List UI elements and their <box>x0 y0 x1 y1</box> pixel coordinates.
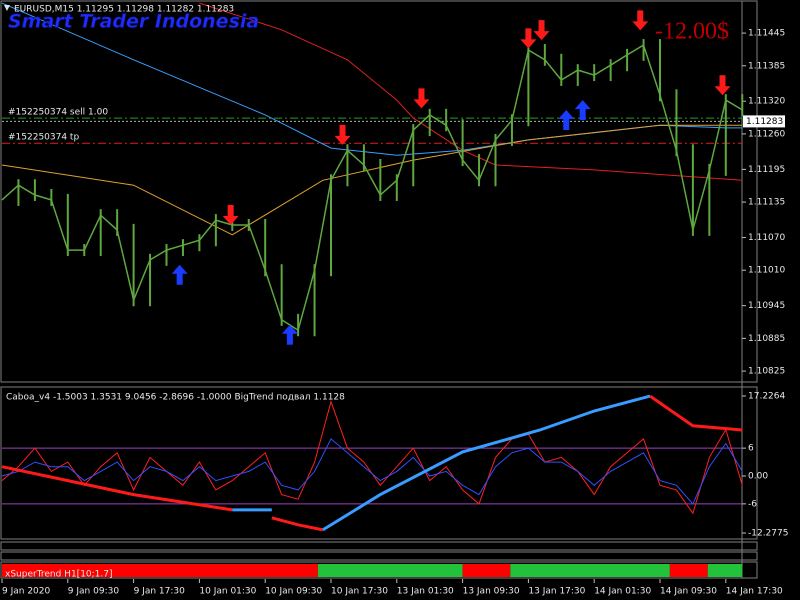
y-tick-label: -12.2775 <box>748 529 788 539</box>
symbol-icon <box>4 5 10 11</box>
signal-arrow <box>334 124 351 145</box>
oscillator-line <box>1 438 743 505</box>
x-tick-label: 10 Jan 09:30 <box>265 587 322 597</box>
x-tick-label: 14 Jan 09:30 <box>660 587 717 597</box>
y-tick-label: 1.10825 <box>748 367 785 377</box>
signal-arrow <box>533 20 550 41</box>
y-tick-label: 6 <box>748 444 754 454</box>
oscillator-line <box>1 465 233 512</box>
trend-segment <box>510 564 670 577</box>
oscillator-title: Caboa_v4 -1.5003 1.3531 9.0456 -2.8696 -… <box>6 393 345 403</box>
signal-arrow <box>281 324 298 345</box>
y-tick-label: 1.11445 <box>748 29 785 39</box>
y-tick-label: 1.11260 <box>748 129 785 139</box>
trend-segment <box>707 564 743 577</box>
y-tick-label: -6 <box>748 499 757 509</box>
moving-average <box>199 2 743 181</box>
y-tick-label: 1.11385 <box>748 61 785 71</box>
y-tick-label: 1.11135 <box>748 198 785 208</box>
order-label: #152250374 tp <box>8 133 79 143</box>
signal-arrow <box>520 28 537 49</box>
x-tick-label: 9 Jan 2020 <box>2 587 50 597</box>
x-tick-label: 14 Jan 17:30 <box>726 587 783 597</box>
signal-arrow <box>714 75 731 96</box>
signal-arrow <box>413 88 430 109</box>
current-price-label: 1.11283 <box>746 117 783 127</box>
trend-segment <box>2 564 318 577</box>
signal-arrow <box>558 109 575 130</box>
signal-arrow <box>574 100 591 121</box>
trend-segment <box>462 564 511 577</box>
strip-pane-frame <box>0 561 758 579</box>
strip-title: xSuperTrend H1[10;1.7] <box>5 570 113 580</box>
x-tick-label: 9 Jan 09:30 <box>68 587 120 597</box>
chart-layer: 1.11445 1.11385 1.11320 1.11260 1.11195 1.111… <box>1 2 788 597</box>
signal-arrow <box>171 264 188 285</box>
profit-annotation: -12.00$ <box>655 19 729 45</box>
oscillator-line <box>271 516 324 532</box>
oscillator-pane-frame <box>0 386 758 540</box>
oscillator-line <box>649 394 743 432</box>
x-tick-label: 13 Jan 01:30 <box>397 587 454 597</box>
price-pane-frame <box>0 0 758 383</box>
chart-title: EURUSD,M15 1.11295 1.11298 1.11282 1.112… <box>14 5 234 15</box>
signal-arrow <box>222 204 239 225</box>
x-tick-label: 9 Jan 17:30 <box>134 587 186 597</box>
y-tick-label: 1.11070 <box>748 233 785 243</box>
oscillator-line <box>322 394 651 532</box>
trend-segment <box>317 564 463 577</box>
x-tick-label: 14 Jan 01:30 <box>594 587 651 597</box>
signal-arrow <box>632 10 649 31</box>
y-tick-label: 1.10885 <box>748 334 785 344</box>
empty-pane-frame <box>0 541 758 551</box>
trend-segment <box>669 564 708 577</box>
order-label: #152250374 sell 1.00 <box>8 108 108 118</box>
y-tick-label: 1.11320 <box>748 97 785 107</box>
y-tick-label: 1.10945 <box>748 301 785 311</box>
y-tick-label: 1.11195 <box>748 165 785 175</box>
x-tick-label: 10 Jan 01:30 <box>199 587 256 597</box>
empty-pane-frame <box>0 551 758 561</box>
y-tick-label: 17.2264 <box>748 392 785 402</box>
y-tick-label: 1.11010 <box>748 266 785 276</box>
x-tick-label: 10 Jan 17:30 <box>331 587 388 597</box>
price-line <box>1 43 743 332</box>
x-tick-label: 13 Jan 17:30 <box>528 587 585 597</box>
x-tick-label: 13 Jan 09:30 <box>463 587 520 597</box>
moving-average <box>1 124 743 236</box>
watermark: Smart Trader Indonesia <box>8 11 259 33</box>
y-tick-label: 0.00 <box>748 472 768 482</box>
current-price-box <box>743 115 785 128</box>
